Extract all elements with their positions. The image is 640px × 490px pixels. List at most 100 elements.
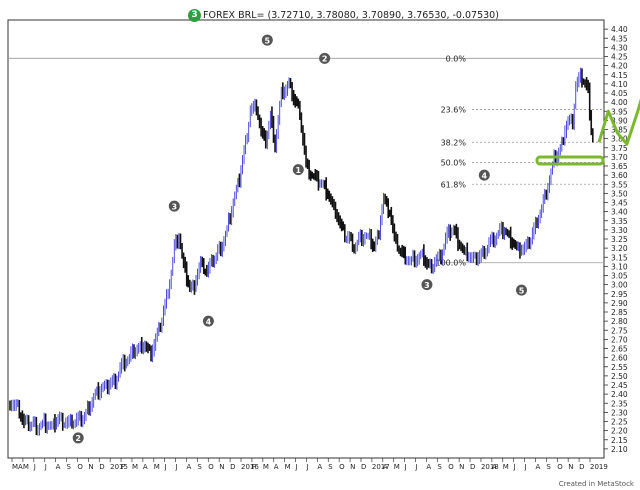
x-tick-label: D xyxy=(361,463,366,471)
fib-label: 50.0% xyxy=(441,158,467,167)
y-tick-label: 4.10 xyxy=(611,80,628,89)
x-tick-label: D xyxy=(470,463,475,471)
x-tick-label: A xyxy=(317,463,322,471)
wave-marker xyxy=(202,315,214,327)
y-tick-label: 3.30 xyxy=(611,226,628,235)
y-tick-label: 4.20 xyxy=(611,62,628,71)
wave-marker-label: 3 xyxy=(424,281,430,290)
fib-label: 0.0% xyxy=(446,54,467,63)
y-tick-label: 3.55 xyxy=(611,180,628,189)
wave-marker xyxy=(292,164,304,176)
support-band xyxy=(535,155,605,166)
x-tick-label: J xyxy=(415,463,418,471)
y-tick-label: 2.20 xyxy=(611,427,628,436)
x-tick-label: J xyxy=(305,463,308,471)
x-tick-label: J xyxy=(404,463,407,471)
y-tick-label: 3.15 xyxy=(611,253,628,262)
x-tick-label: S xyxy=(67,463,72,471)
wave-marker xyxy=(421,279,433,291)
y-tick-label: 2.55 xyxy=(611,363,628,372)
x-tick-label: S xyxy=(328,463,333,471)
wave-marker-label: 2 xyxy=(322,55,328,64)
x-tick-label: J xyxy=(295,463,298,471)
y-tick-label: 3.80 xyxy=(611,135,628,144)
chart-header: 3 FOREX BRL= (3.72710, 3.78080, 3.70890, … xyxy=(188,9,499,25)
y-tick-label: 2.45 xyxy=(611,381,628,390)
x-tick-label: D xyxy=(230,463,235,471)
x-tick-label: A xyxy=(186,463,191,471)
x-tick-label: J xyxy=(44,463,47,471)
x-tick-label: 2017 xyxy=(372,463,390,471)
wave-marker xyxy=(261,34,273,46)
y-tick-label: 2.95 xyxy=(611,290,628,299)
x-tick-label: M xyxy=(394,463,400,471)
x-tick-label: N xyxy=(459,463,464,471)
x-tick-label: M xyxy=(263,463,269,471)
x-tick-label: A xyxy=(426,463,431,471)
x-tick-label: M xyxy=(285,463,291,471)
metastock-credit: Created in MetaStock xyxy=(558,480,634,488)
y-tick-label: 3.60 xyxy=(611,171,628,180)
y-tick-label: 2.60 xyxy=(611,354,628,363)
x-tick-label: O xyxy=(339,463,345,471)
x-tick-label: O xyxy=(208,463,214,471)
y-tick-label: 2.30 xyxy=(611,408,628,417)
x-tick-label: M xyxy=(23,463,29,471)
y-tick-label: 3.85 xyxy=(611,126,628,135)
y-tick-label: 4.25 xyxy=(611,53,628,62)
x-tick-label: J xyxy=(33,463,36,471)
x-tick-label: N xyxy=(350,463,355,471)
fib-label: 100.0% xyxy=(435,259,466,268)
y-tick-label: 3.75 xyxy=(611,144,628,153)
price-bars xyxy=(9,67,594,436)
y-tick-label: 2.80 xyxy=(611,317,628,326)
wave-marker-label: 4 xyxy=(206,317,212,326)
x-tick-label: 2018 xyxy=(481,463,499,471)
y-tick-label: 4.40 xyxy=(611,25,628,34)
wave-marker-label: 5 xyxy=(265,36,271,45)
y-tick-label: 2.25 xyxy=(611,418,628,427)
y-tick-label: 4.30 xyxy=(611,43,628,52)
y-tick-label: 3.20 xyxy=(611,244,628,253)
y-tick-label: 2.40 xyxy=(611,390,628,399)
fib-label: 23.6% xyxy=(441,105,467,114)
y-tick-label: 4.15 xyxy=(611,71,628,80)
x-tick-label: J xyxy=(524,463,527,471)
x-tick-label: M xyxy=(154,463,160,471)
y-tick-label: 2.85 xyxy=(611,308,628,317)
ohlc-readout: (3.72710, 3.78080, 3.70890, 3.76530, -0.… xyxy=(267,10,499,21)
x-tick-label: S xyxy=(197,463,202,471)
wave-marker-label: 3 xyxy=(172,202,178,211)
x-tick-label: 2016 xyxy=(241,463,259,471)
y-tick-label: 3.50 xyxy=(611,189,628,198)
y-tick-label: 3.95 xyxy=(611,107,628,116)
chart-symbol: FOREX BRL= xyxy=(203,10,265,21)
x-tick-label: F xyxy=(252,463,256,471)
y-tick-label: 2.70 xyxy=(611,335,628,344)
y-tick-label: 4.05 xyxy=(611,89,628,98)
x-tick-label: F xyxy=(121,463,125,471)
x-tick-label: D xyxy=(99,463,104,471)
y-tick-label: 4.00 xyxy=(611,98,628,107)
x-tick-label: A xyxy=(274,463,279,471)
y-tick-label: 3.05 xyxy=(611,272,628,281)
x-tick-label: A xyxy=(383,463,388,471)
y-tick-label: 2.35 xyxy=(611,399,628,408)
y-tick-label: 3.35 xyxy=(611,217,628,226)
x-tick-label: A xyxy=(143,463,148,471)
wave-marker-label: 4 xyxy=(482,171,488,180)
y-tick-label: 3.45 xyxy=(611,199,628,208)
plot-frame xyxy=(7,19,605,459)
wave-marker-label: 5 xyxy=(519,286,525,295)
wave-marker xyxy=(516,284,527,296)
y-tick-label: 4.35 xyxy=(611,34,628,43)
x-tick-label: J xyxy=(175,463,178,471)
y-tick-label: 3.00 xyxy=(611,281,628,290)
y-tick-label: 2.90 xyxy=(611,299,628,308)
wave-marker xyxy=(72,432,84,444)
x-tick-label: D xyxy=(579,463,584,471)
fib-label: 38.2% xyxy=(441,138,467,147)
x-tick-label: A xyxy=(492,463,497,471)
y-tick-label: 2.75 xyxy=(611,326,628,335)
x-tick-label: J xyxy=(164,463,167,471)
